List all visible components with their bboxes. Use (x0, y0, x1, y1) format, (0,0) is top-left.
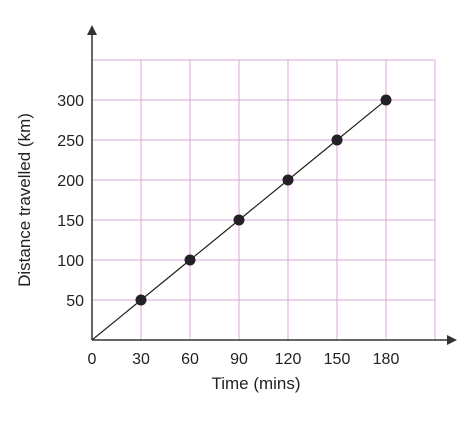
x-tick-label: 0 (88, 351, 97, 368)
x-tick-label: 150 (324, 351, 351, 368)
x-tick-label: 90 (230, 351, 248, 368)
series (91, 94, 392, 341)
x-tick-labels: 0 30 60 90 120 150 180 (88, 351, 400, 368)
y-tick-label: 200 (57, 173, 84, 190)
x-axis-label: Time (mins) (211, 374, 300, 393)
x-tick-label: 30 (132, 351, 150, 368)
y-tick-label: 250 (57, 133, 84, 150)
x-tick-label: 120 (275, 351, 302, 368)
y-tick-labels: 50 100 150 200 250 300 (57, 93, 84, 310)
y-tick-label: 150 (57, 213, 84, 230)
data-point (135, 294, 147, 306)
y-tick-label: 300 (57, 93, 84, 110)
x-tick-label: 60 (181, 351, 199, 368)
data-point (282, 174, 294, 186)
data-point (331, 134, 343, 146)
x-tick-label: 180 (373, 351, 400, 368)
grid (92, 59, 436, 340)
data-point (184, 254, 196, 266)
data-point (380, 94, 392, 106)
y-axis-label: Distance travelled (km) (15, 113, 34, 287)
axes (87, 25, 457, 345)
data-point (233, 214, 245, 226)
y-tick-label: 100 (57, 253, 84, 270)
y-tick-label: 50 (66, 293, 84, 310)
